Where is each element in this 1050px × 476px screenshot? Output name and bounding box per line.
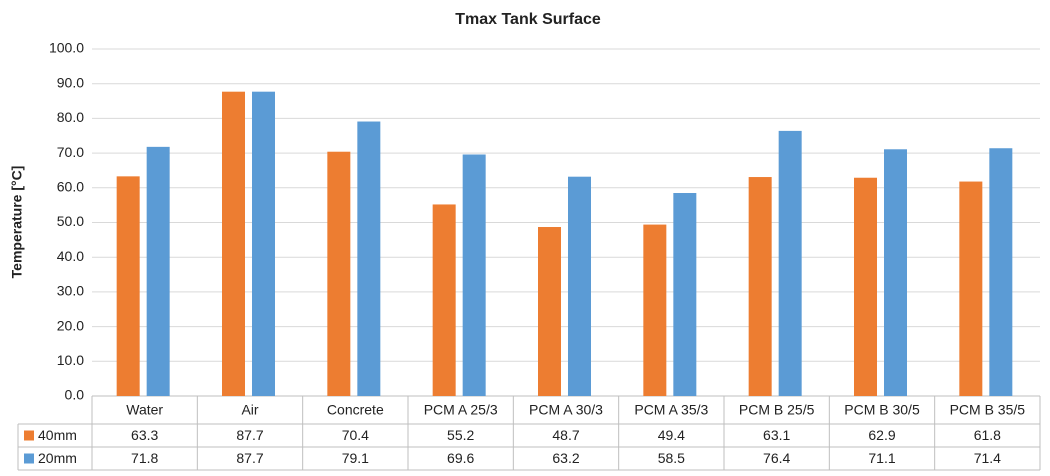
bar <box>252 91 275 396</box>
y-tick-label: 80.0 <box>57 109 84 125</box>
x-tick-label: PCM B 30/5 <box>844 402 920 418</box>
table-value: 69.6 <box>447 450 474 466</box>
table-value: 63.1 <box>763 427 790 443</box>
bar <box>357 121 381 396</box>
table-value: 55.2 <box>447 427 474 443</box>
table-value: 63.3 <box>131 427 158 443</box>
legend-label: 20mm <box>38 450 77 466</box>
y-tick-label: 40.0 <box>57 248 84 264</box>
table-value: 48.7 <box>552 427 579 443</box>
x-tick-label: Air <box>241 402 258 418</box>
bar <box>643 224 667 396</box>
bar <box>538 227 561 396</box>
bar <box>673 193 697 396</box>
y-tick-label: 20.0 <box>57 317 84 333</box>
y-tick-label: 70.0 <box>57 144 84 160</box>
bar <box>432 204 456 396</box>
bar <box>884 149 907 396</box>
legend-swatch <box>24 453 34 464</box>
bar <box>748 177 772 396</box>
x-tick-label: PCM A 35/3 <box>634 402 708 418</box>
x-tick-label: PCM B 35/5 <box>950 402 1026 418</box>
x-tick-label: PCM B 25/5 <box>739 402 815 418</box>
table-value: 70.4 <box>342 427 369 443</box>
bar <box>778 130 802 396</box>
bar <box>959 181 983 396</box>
x-tick-label: PCM A 25/3 <box>424 402 498 418</box>
legend-label: 40mm <box>38 427 77 443</box>
y-tick-label: 60.0 <box>57 179 84 195</box>
table-value: 71.1 <box>868 450 895 466</box>
table-value: 87.7 <box>236 450 263 466</box>
x-tick-label: PCM A 30/3 <box>529 402 603 418</box>
bar <box>116 176 140 396</box>
table-value: 76.4 <box>763 450 790 466</box>
bar <box>989 148 1013 396</box>
y-tick-label: 100.0 <box>49 40 84 56</box>
y-tick-label: 50.0 <box>57 213 84 229</box>
legend-swatch <box>24 430 34 441</box>
table-value: 71.8 <box>131 450 158 466</box>
bar <box>327 151 351 396</box>
table-value: 87.7 <box>236 427 263 443</box>
table-value: 49.4 <box>658 427 685 443</box>
table-value: 58.5 <box>658 450 685 466</box>
y-axis-title: Temperature [°C] <box>9 166 25 279</box>
bar <box>462 154 486 396</box>
table-value: 63.2 <box>552 450 579 466</box>
table-value: 71.4 <box>974 450 1001 466</box>
table-value: 61.8 <box>974 427 1001 443</box>
bar <box>146 146 170 396</box>
table-value: 62.9 <box>868 427 895 443</box>
x-tick-label: Water <box>126 402 163 418</box>
y-tick-label: 10.0 <box>57 352 84 368</box>
y-tick-label: 90.0 <box>57 74 84 90</box>
bar <box>222 91 245 396</box>
y-tick-label: 30.0 <box>57 283 84 299</box>
chart-title: Tmax Tank Surface <box>455 11 601 28</box>
table-value: 79.1 <box>342 450 369 466</box>
bar <box>854 177 877 396</box>
x-tick-label: Concrete <box>327 402 384 418</box>
bar <box>568 176 591 396</box>
y-tick-label: 0.0 <box>65 387 85 403</box>
